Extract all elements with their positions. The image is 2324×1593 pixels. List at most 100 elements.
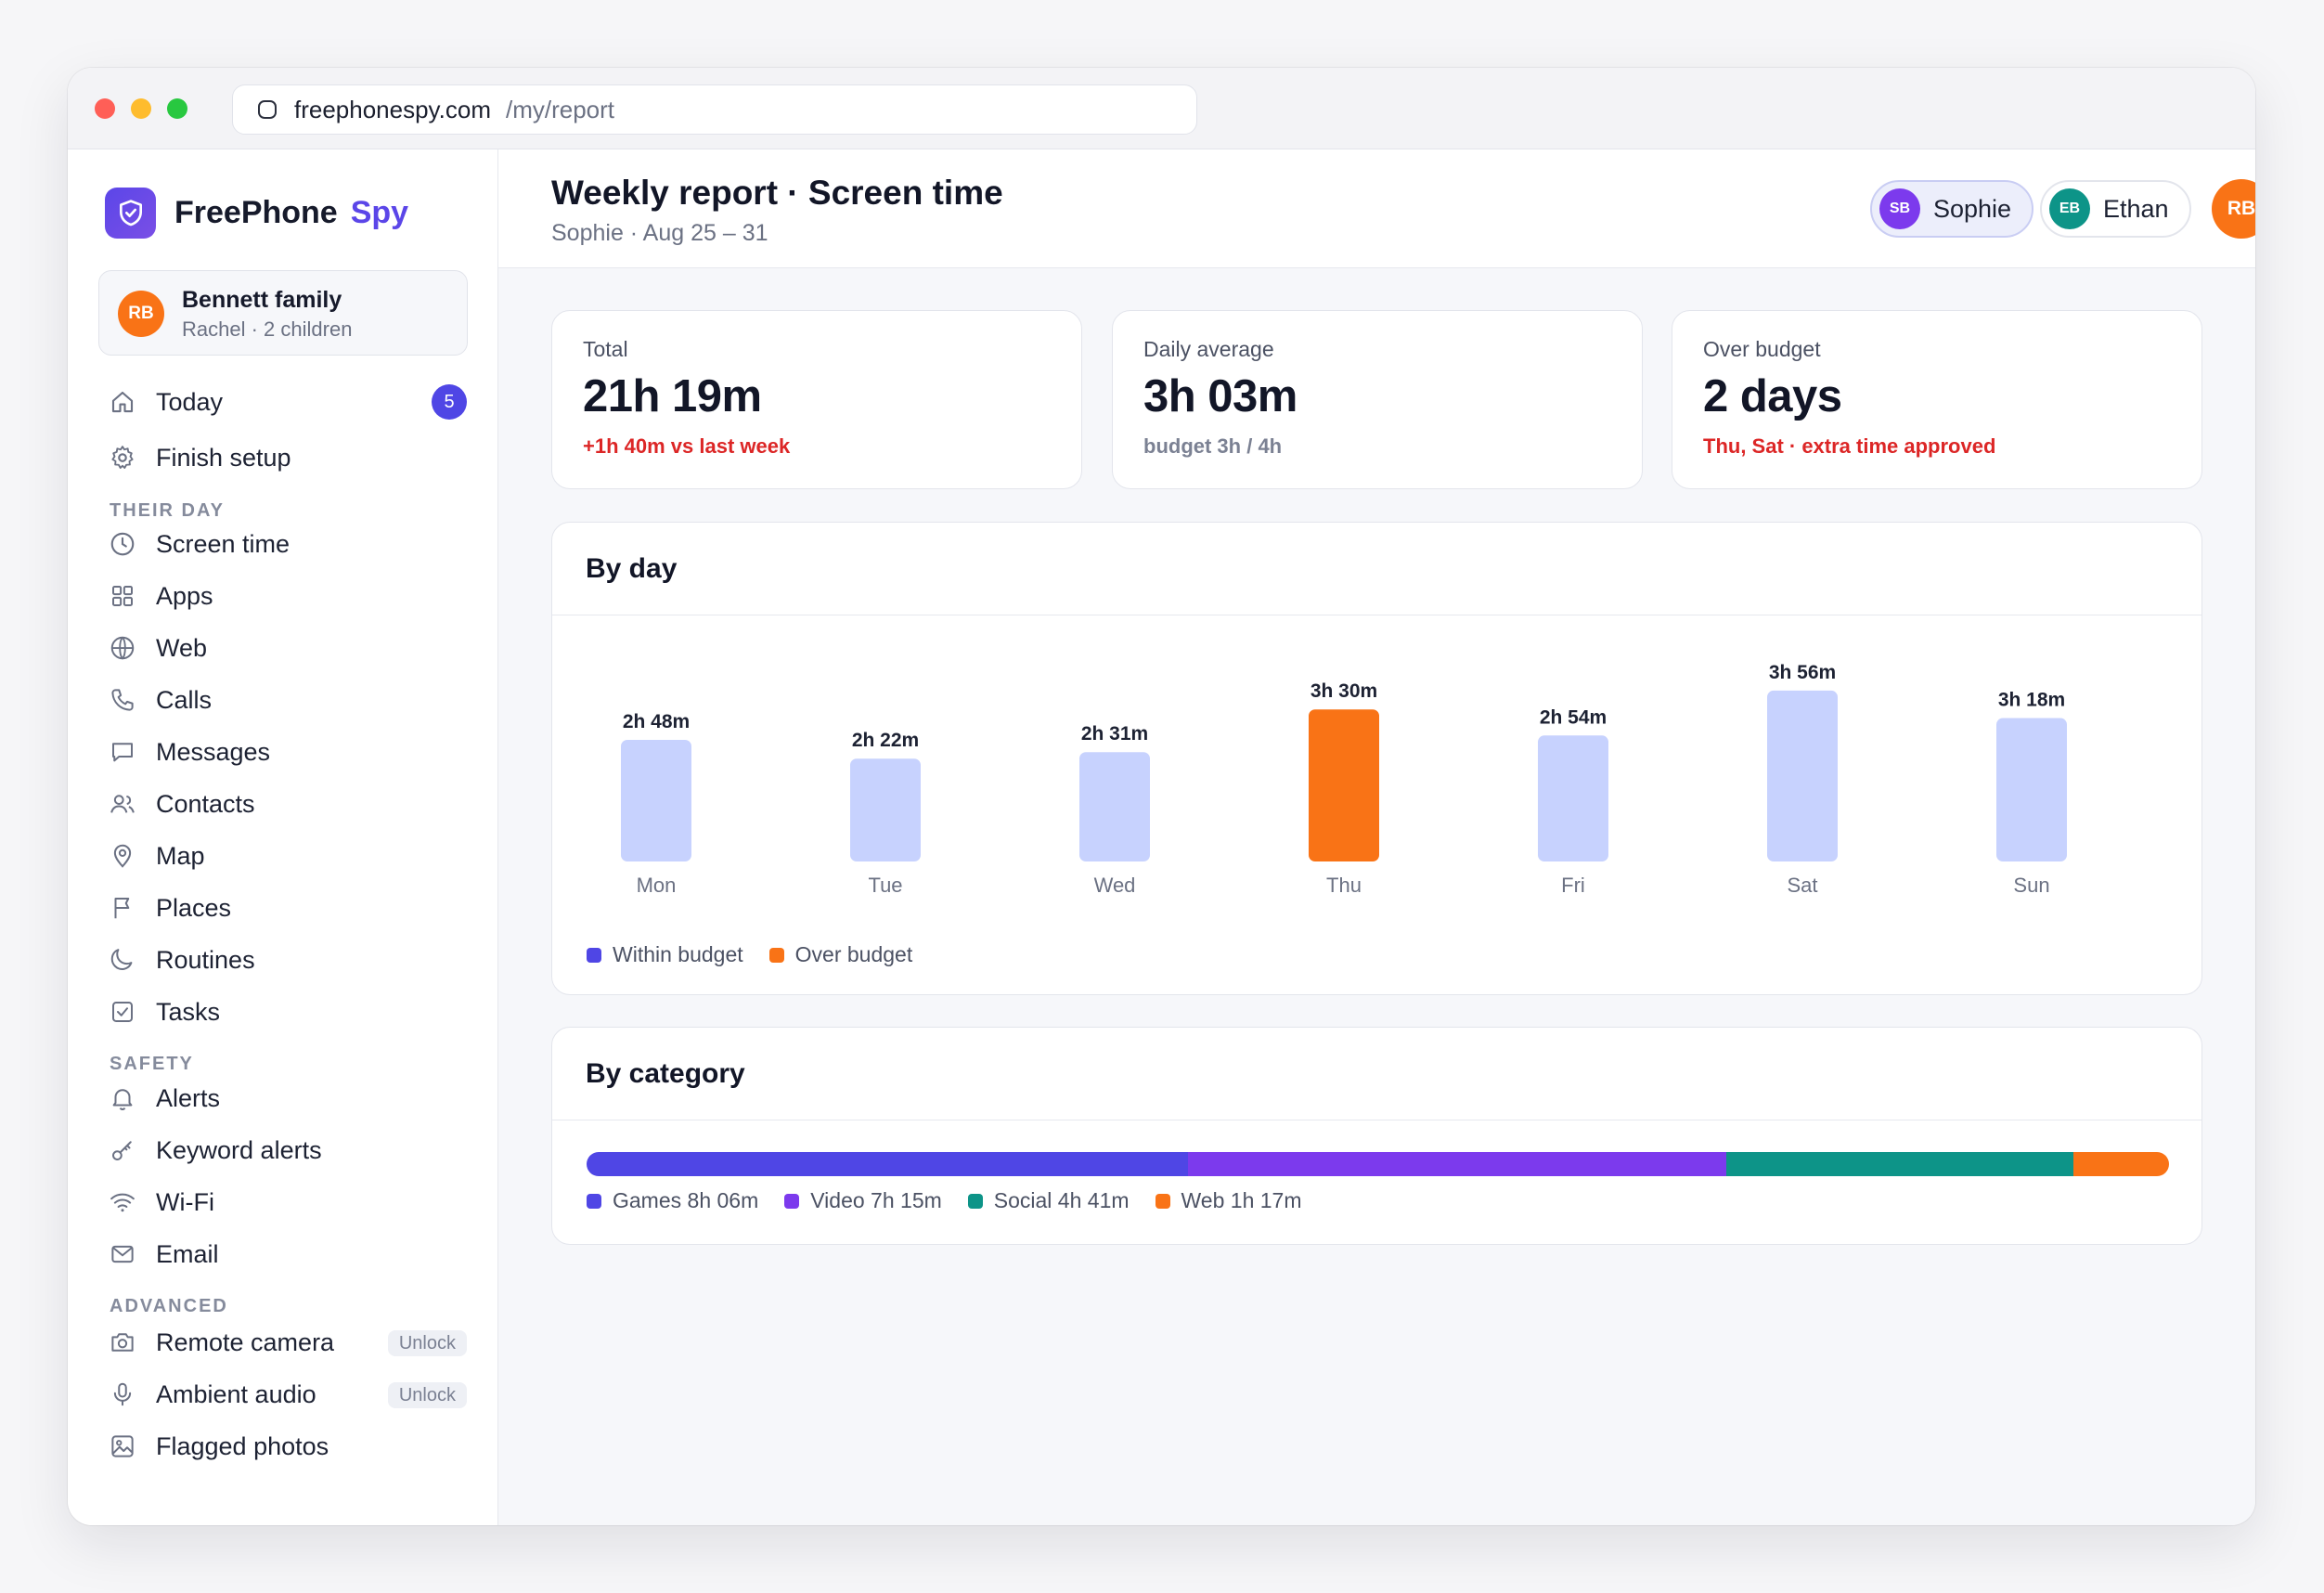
- child-avatar: EB: [2049, 188, 2090, 229]
- sidebar-item-label: Keyword alerts: [156, 1135, 322, 1164]
- legend-swatch: [768, 947, 784, 963]
- x-tick-label: Sat: [1787, 874, 1817, 897]
- section-label-their-day: THEIR DAY: [110, 500, 225, 521]
- sidebar-item-alerts[interactable]: Alerts: [109, 1078, 467, 1119]
- brand-name: FreePhone: [174, 195, 338, 230]
- today-count-badge: 5: [432, 384, 467, 420]
- url-host: freephonespy.com: [294, 95, 491, 123]
- x-tick-label: Sun: [2013, 874, 2049, 897]
- sidebar-item-web[interactable]: Web: [109, 628, 467, 668]
- x-tick-label: Wed: [1094, 874, 1136, 897]
- globe-icon: [110, 636, 135, 660]
- sidebar-item-contacts[interactable]: Contacts: [109, 784, 467, 824]
- stat-label: Daily average: [1143, 337, 1274, 361]
- bar-tue: [850, 758, 921, 861]
- people-icon: [110, 795, 135, 813]
- sidebar-item-routines[interactable]: Routines: [109, 939, 467, 980]
- bar-value-label: 2h 54m: [1540, 706, 1607, 728]
- sidebar-item-email[interactable]: Email: [109, 1234, 467, 1275]
- maximize-window-button[interactable]: [167, 98, 187, 119]
- unlock-badge[interactable]: Unlock: [387, 1382, 467, 1408]
- by-day-legend: Within budget Over budget: [587, 942, 938, 967]
- sidebar-item-label: Today: [156, 387, 224, 416]
- shield-logo-icon: [105, 188, 156, 239]
- x-tick-label: Fri: [1561, 874, 1585, 897]
- legend-item-within-budget: Within budget: [587, 942, 743, 967]
- legend-swatch: [587, 947, 601, 963]
- bar-fri: [1538, 735, 1608, 861]
- legend-swatch: [1155, 1193, 1170, 1209]
- sidebar-item-label: Places: [156, 893, 232, 922]
- sidebar-item-label: Screen time: [156, 529, 290, 558]
- location-pin-icon: [113, 844, 132, 868]
- sidebar-item-label: Routines: [156, 945, 255, 974]
- child-tab-sophie[interactable]: SB Sophie: [1870, 180, 2034, 238]
- x-tick-label: Mon: [637, 874, 677, 897]
- brand[interactable]: FreePhone Spy: [105, 188, 408, 239]
- stat-card-daily-average: Daily average 3h 03m budget 3h / 4h: [1112, 310, 1643, 489]
- by-category-panel: By category Games 8h 06m Video 7h 15m Soci…: [551, 1027, 2202, 1245]
- panel-header: By category: [552, 1028, 2201, 1120]
- bar-value-label: 3h 56m: [1769, 662, 1836, 683]
- family-avatar: RB: [118, 291, 164, 337]
- phone-icon: [111, 689, 134, 711]
- main-content: Weekly report · Screen time Sophie · Aug…: [498, 149, 2255, 1525]
- child-avatar: SB: [1879, 188, 1920, 229]
- user-avatar[interactable]: RB: [2212, 179, 2255, 239]
- minimize-window-button[interactable]: [131, 98, 151, 119]
- category-segment: [1187, 1152, 1726, 1176]
- url-path: /my/report: [505, 95, 615, 123]
- child-name: Ethan: [2103, 194, 2169, 223]
- bar-wed: [1079, 752, 1150, 861]
- stat-value: 2 days: [1703, 371, 1842, 421]
- sidebar-item-label: Email: [156, 1239, 219, 1268]
- bar-thu: [1309, 709, 1379, 861]
- sidebar-item-calls[interactable]: Calls: [109, 680, 467, 720]
- sidebar-item-messages[interactable]: Messages: [109, 732, 467, 772]
- sidebar-item-label: Flagged photos: [156, 1431, 329, 1460]
- sidebar-item-wifi[interactable]: Wi-Fi: [109, 1182, 467, 1223]
- sidebar-item-today[interactable]: Today 5: [109, 382, 467, 422]
- bar-mon: [621, 739, 691, 861]
- family-subtitle: Rachel · 2 children: [182, 317, 353, 341]
- legend-swatch: [967, 1193, 983, 1209]
- close-window-button[interactable]: [95, 98, 115, 119]
- bar-value-label: 2h 31m: [1081, 723, 1148, 745]
- legend-label: Games 8h 06m: [613, 1188, 759, 1212]
- legend-swatch: [587, 1193, 601, 1209]
- sidebar-item-label: Alerts: [156, 1083, 221, 1112]
- envelope-icon: [111, 1245, 134, 1263]
- sidebar-item-map[interactable]: Map: [109, 835, 467, 876]
- stat-card-over-budget: Over budget 2 days Thu, Sat · extra time…: [1672, 310, 2202, 489]
- sidebar-item-places[interactable]: Places: [109, 887, 467, 928]
- stat-label: Over budget: [1703, 337, 1821, 361]
- x-tick-label: Tue: [868, 874, 902, 897]
- sidebar-item-flagged-photos[interactable]: Flagged photos: [109, 1426, 467, 1467]
- legend-label: Social 4h 41m: [993, 1188, 1130, 1212]
- legend-label: Over budget: [794, 942, 913, 966]
- unlock-badge[interactable]: Unlock: [387, 1330, 467, 1356]
- sidebar-item-screen-time[interactable]: Screen time: [109, 524, 467, 564]
- by-day-panel: By day 2h 48m Mon 2h 22m Tue 2h 31m Wed 3h 30m…: [551, 522, 2202, 995]
- microphone-icon: [113, 1382, 132, 1406]
- sidebar-item-ambient-audio[interactable]: Ambient audio Unlock: [109, 1374, 467, 1415]
- sidebar-item-apps[interactable]: Apps: [109, 576, 467, 616]
- sidebar-item-remote-camera[interactable]: Remote camera Unlock: [109, 1322, 467, 1363]
- sidebar-item-finish-setup[interactable]: Finish setup: [109, 437, 467, 478]
- panel-title: By category: [586, 1058, 745, 1089]
- camera-icon: [111, 1333, 134, 1352]
- sidebar-item-tasks[interactable]: Tasks: [109, 991, 467, 1032]
- family-switcher[interactable]: RB Bennett family Rachel · 2 children: [98, 270, 468, 356]
- address-bar[interactable]: freephonespy.com /my/report: [232, 84, 1197, 135]
- category-segment: [587, 1152, 1188, 1176]
- stat-value: 3h 03m: [1143, 371, 1298, 421]
- sidebar-item-label: Tasks: [156, 997, 221, 1026]
- sidebar-item-keyword-alerts[interactable]: Keyword alerts: [109, 1130, 467, 1171]
- sidebar-item-label: Remote camera: [156, 1328, 335, 1356]
- page-subtitle: Sophie · Aug 25 – 31: [551, 220, 768, 246]
- child-tab-ethan[interactable]: EB Ethan: [2040, 180, 2191, 238]
- sidebar-item-label: Calls: [156, 685, 213, 714]
- page-header: Weekly report · Screen time Sophie · Aug…: [498, 149, 2255, 268]
- bell-icon: [112, 1089, 133, 1111]
- legend-item: Video 7h 15m: [784, 1188, 942, 1213]
